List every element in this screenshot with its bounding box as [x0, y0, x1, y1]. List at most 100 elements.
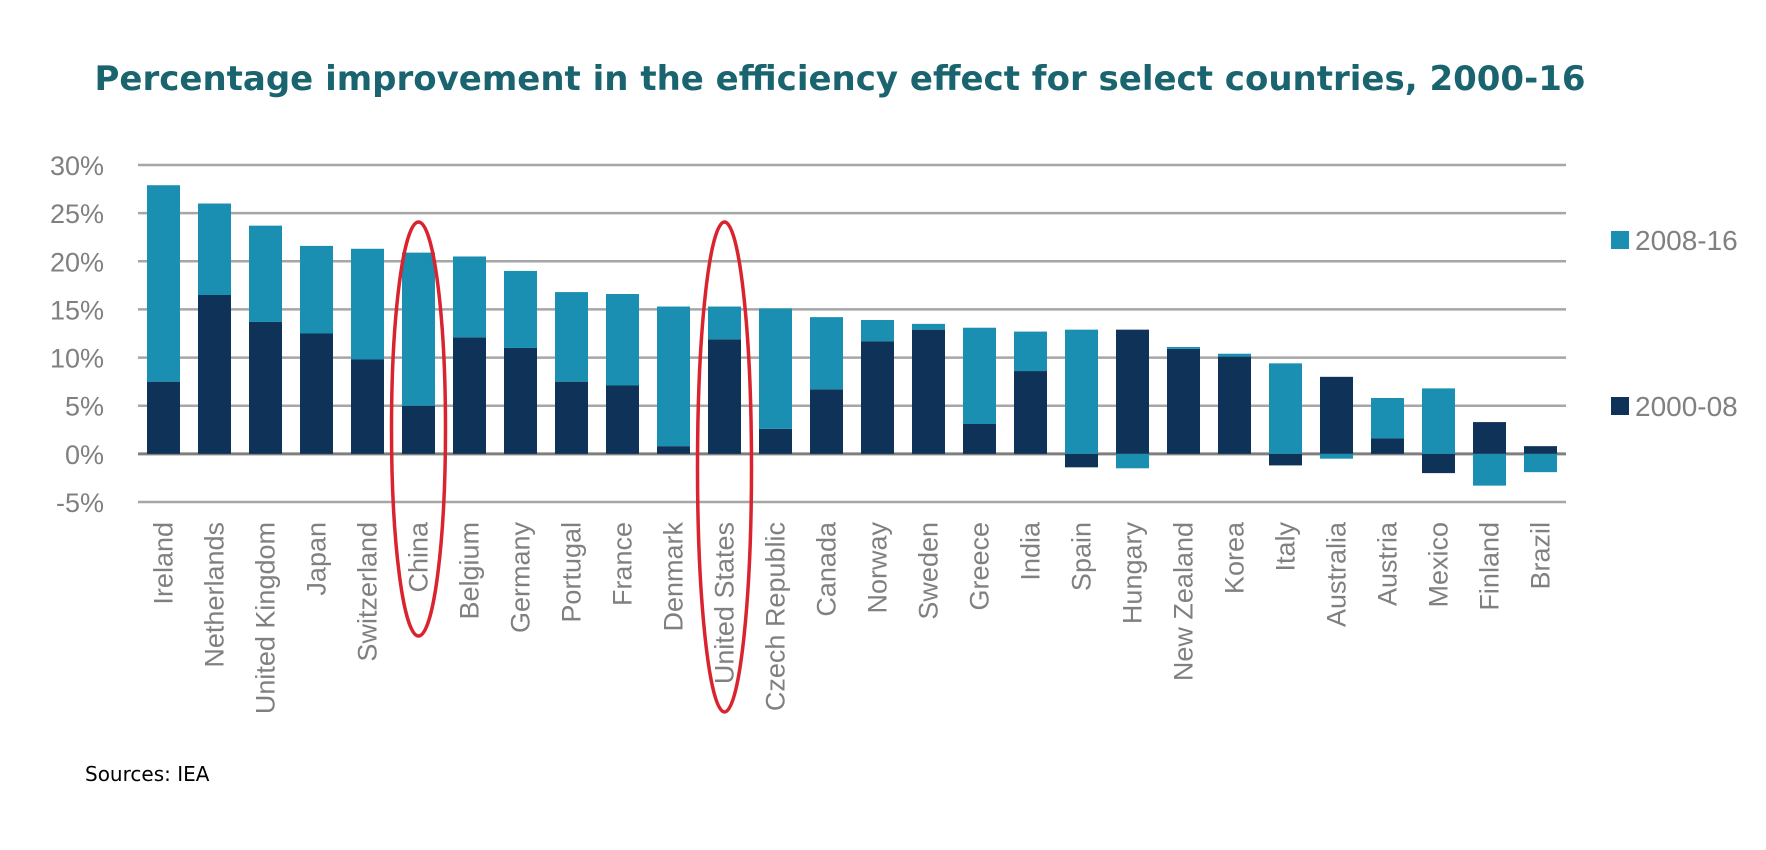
- x-category-label-new-zealand: New Zealand: [1169, 522, 1199, 681]
- x-category-label-austria: Austria: [1373, 521, 1403, 606]
- y-tick-label--5-: -5%: [56, 488, 104, 518]
- x-category-label-netherlands: Netherlands: [200, 522, 230, 668]
- bar-united-kingdom-2008-16: [249, 225, 282, 322]
- x-category-label-spain: Spain: [1067, 522, 1097, 591]
- legend-label-2000-08: 2000-08: [1635, 391, 1738, 422]
- bar-finland-2008-16: [1473, 453, 1506, 486]
- x-category-label-india: India: [1016, 521, 1046, 581]
- bar-netherlands-2000-08: [198, 294, 231, 454]
- bar-belgium-2008-16: [453, 256, 486, 338]
- highlight-ellipses: [389, 220, 754, 714]
- bar-mexico-2000-08: [1422, 453, 1455, 474]
- bar-hungary-2008-16: [1116, 453, 1149, 469]
- x-category-label-china: China: [404, 521, 434, 593]
- bar-brazil-2008-16: [1524, 453, 1557, 473]
- bar-italy-2000-08: [1269, 453, 1302, 466]
- bar-czech-republic-2008-16: [759, 308, 792, 429]
- bar-canada-2000-08: [810, 389, 843, 454]
- y-tick-label-10-: 10%: [50, 344, 104, 374]
- bar-ireland-2008-16: [147, 185, 180, 382]
- bar-spain-2000-08: [1065, 453, 1098, 468]
- bar-mexico-2008-16: [1422, 388, 1455, 454]
- bar-china-2000-08: [402, 405, 435, 454]
- x-category-label-mexico: Mexico: [1424, 522, 1454, 608]
- x-category-label-greece: Greece: [965, 522, 995, 611]
- bar-india-2008-16: [1014, 331, 1047, 372]
- bar-australia-2000-08: [1320, 376, 1353, 454]
- y-axis-tick-labels: 30% 25% 20% 15% 10% 5% 0% -5%: [50, 151, 104, 518]
- bar-korea-2000-08: [1218, 356, 1251, 454]
- x-category-label-ireland: Ireland: [149, 522, 179, 605]
- bar-india-2000-08: [1014, 371, 1047, 454]
- legend-swatch-2000-08: [1611, 397, 1629, 415]
- y-tick-label-20-: 20%: [50, 247, 104, 277]
- bar-sweden-2008-16: [912, 323, 945, 330]
- bar-new-zealand-2008-16: [1167, 346, 1200, 349]
- bar-sweden-2000-08: [912, 329, 945, 454]
- bar-switzerland-2008-16: [351, 248, 384, 360]
- x-category-label-norway: Norway: [863, 522, 893, 614]
- x-category-label-belgium: Belgium: [455, 522, 485, 620]
- bar-norway-2000-08: [861, 341, 894, 454]
- highlight-ellipse-united-states: [695, 220, 754, 714]
- bar-australia-2008-16: [1320, 453, 1353, 459]
- bar-finland-2000-08: [1473, 422, 1506, 454]
- y-tick-label-25-: 25%: [50, 199, 104, 229]
- x-category-label-france: France: [608, 522, 638, 606]
- bar-greece-2008-16: [963, 327, 996, 425]
- bar-netherlands-2008-16: [198, 203, 231, 295]
- x-category-label-brazil: Brazil: [1526, 522, 1556, 590]
- x-category-label-portugal: Portugal: [557, 522, 587, 623]
- bar-austria-2008-16: [1371, 398, 1404, 439]
- bar-united-states-2000-08: [708, 339, 741, 454]
- bar-canada-2008-16: [810, 317, 843, 390]
- bar-new-zealand-2000-08: [1167, 348, 1200, 454]
- bar-switzerland-2000-08: [351, 359, 384, 454]
- highlight-ellipse-china: [389, 220, 448, 638]
- bar-korea-2008-16: [1218, 353, 1251, 357]
- bar-hungary-2000-08: [1116, 329, 1149, 454]
- bar-greece-2000-08: [963, 424, 996, 454]
- bar-belgium-2000-08: [453, 337, 486, 454]
- x-category-label-united-states: United States: [710, 522, 740, 684]
- y-tick-label-15-: 15%: [50, 295, 104, 325]
- x-category-label-czech-republic: Czech Republic: [761, 522, 791, 711]
- x-category-label-japan: Japan: [302, 522, 332, 596]
- bar-japan-2008-16: [300, 245, 333, 334]
- x-category-label-finland: Finland: [1475, 522, 1505, 611]
- bar-austria-2000-08: [1371, 438, 1404, 454]
- bar-spain-2008-16: [1065, 329, 1098, 454]
- bar-portugal-2008-16: [555, 292, 588, 382]
- bar-united-kingdom-2000-08: [249, 321, 282, 454]
- bar-italy-2008-16: [1269, 363, 1302, 454]
- x-category-label-australia: Australia: [1322, 521, 1352, 627]
- legend-label-2008-16: 2008-16: [1635, 225, 1738, 256]
- bar-japan-2000-08: [300, 333, 333, 454]
- x-category-label-hungary: Hungary: [1118, 522, 1148, 625]
- x-category-label-germany: Germany: [506, 522, 536, 634]
- bar-portugal-2000-08: [555, 381, 588, 454]
- legend-swatch-2008-16: [1611, 231, 1629, 249]
- bar-germany-2000-08: [504, 347, 537, 454]
- x-category-label-denmark: Denmark: [659, 522, 689, 632]
- x-category-label-switzerland: Switzerland: [353, 522, 383, 662]
- bar-denmark-2000-08: [657, 446, 690, 454]
- legend: 2008-16 2000-08: [1611, 225, 1738, 422]
- chart-title: Percentage improvement in the efficiency…: [94, 59, 1585, 99]
- x-category-label-korea: Korea: [1220, 521, 1250, 594]
- bar-germany-2008-16: [504, 270, 537, 348]
- bar-denmark-2008-16: [657, 306, 690, 447]
- bar-france-2008-16: [606, 294, 639, 386]
- x-category-label-sweden: Sweden: [914, 522, 944, 620]
- bar-norway-2008-16: [861, 320, 894, 342]
- y-tick-label-30-: 30%: [50, 151, 104, 181]
- y-tick-label-5-: 5%: [65, 392, 104, 422]
- bars: [147, 185, 1557, 486]
- bar-brazil-2000-08: [1524, 446, 1557, 454]
- bar-ireland-2000-08: [147, 381, 180, 454]
- x-category-label-canada: Canada: [812, 521, 842, 617]
- source-note: Sources: IEA: [85, 762, 210, 786]
- bar-united-states-2008-16: [708, 306, 741, 340]
- bar-czech-republic-2000-08: [759, 428, 792, 454]
- y-tick-label-0-: 0%: [65, 440, 104, 470]
